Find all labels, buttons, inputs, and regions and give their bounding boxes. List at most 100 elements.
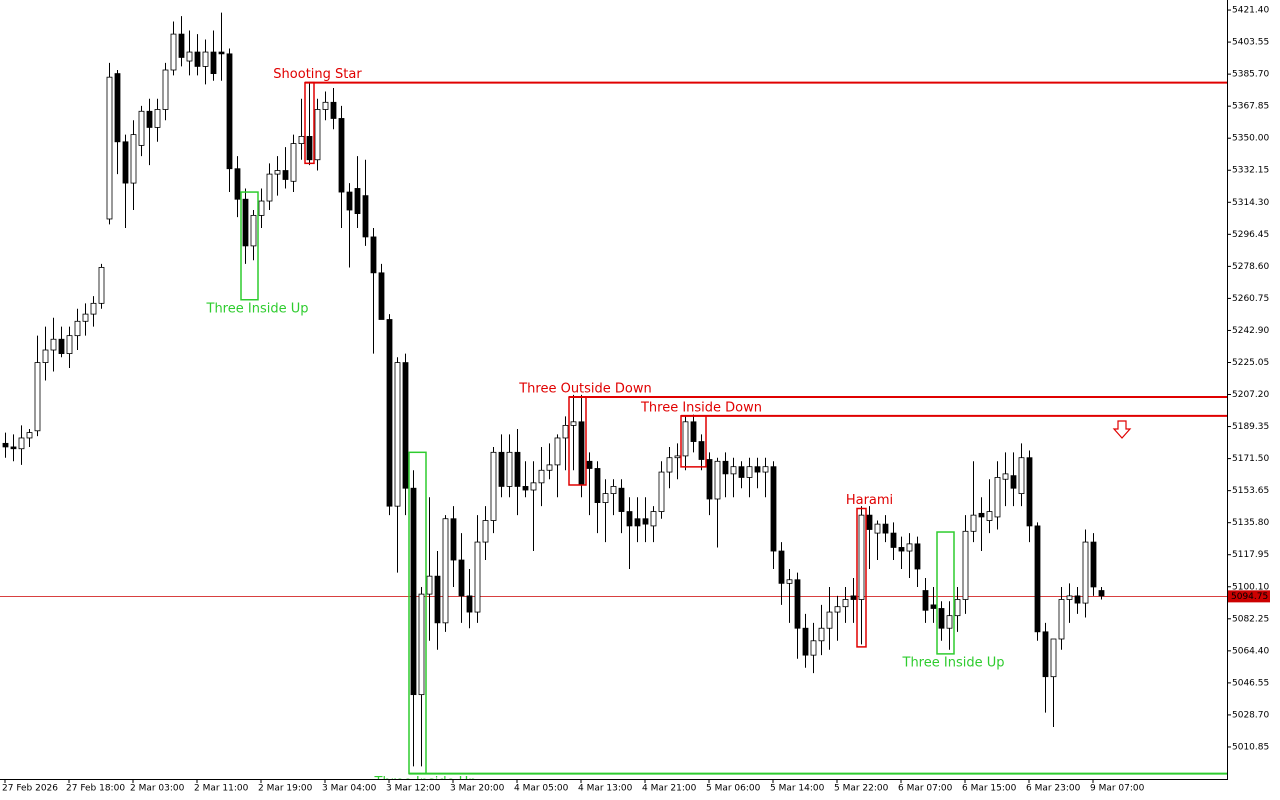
candle-body — [658, 471, 665, 512]
candle-body — [1098, 590, 1105, 597]
candle-body — [482, 520, 489, 543]
candle-body — [562, 424, 569, 439]
candle-body — [610, 486, 617, 495]
candle-body — [786, 579, 793, 584]
candle-body — [498, 451, 505, 487]
candle-body — [346, 191, 353, 211]
candle-body — [122, 141, 129, 184]
candle-body — [1026, 457, 1033, 527]
candle-body — [178, 33, 185, 58]
candle-body — [26, 432, 33, 439]
candle-body — [954, 599, 961, 617]
x-tick-label: 5 Mar 22:00 — [834, 784, 889, 794]
candle-body — [258, 200, 265, 216]
pattern-label: Shooting Star — [273, 67, 362, 82]
candle-body — [922, 590, 929, 611]
candle-body — [1010, 475, 1017, 489]
y-tick-label: 5135.80 — [1232, 518, 1269, 528]
pattern-label: Harami — [846, 493, 893, 508]
candle-body — [986, 511, 993, 521]
y-tick-label: 5296.45 — [1232, 230, 1269, 240]
candle-body — [50, 338, 57, 351]
y-tick-label: 5367.85 — [1232, 102, 1269, 112]
y-tick-label: 5403.55 — [1232, 38, 1269, 48]
candle-body — [162, 69, 169, 110]
candle-body — [394, 362, 401, 507]
candle-body — [594, 468, 601, 503]
x-tick-label: 3 Mar 20:00 — [450, 784, 505, 794]
x-tick-label: 6 Mar 15:00 — [962, 784, 1017, 794]
candle-body — [698, 441, 705, 460]
candle-body — [410, 487, 417, 696]
y-tick-label: 5082.25 — [1232, 614, 1269, 624]
candle-body — [338, 118, 345, 193]
candle-body — [522, 486, 529, 491]
x-tick-label: 5 Mar 14:00 — [770, 784, 825, 794]
candle-body — [2, 442, 9, 448]
candle-body — [234, 168, 241, 200]
candle-body — [602, 493, 609, 503]
y-tick-label: 5421.40 — [1232, 6, 1269, 16]
y-tick-label: 5385.70 — [1232, 70, 1269, 80]
candle-body — [874, 523, 881, 534]
y-tick-label: 5332.15 — [1232, 166, 1269, 176]
candle-body — [882, 523, 889, 534]
candle-body — [202, 51, 209, 67]
y-tick-label: 5242.90 — [1232, 326, 1269, 336]
candle-body — [730, 466, 737, 475]
candle-body — [1066, 595, 1073, 600]
candle-body — [66, 335, 73, 355]
candle-body — [298, 136, 305, 144]
candle-body — [170, 33, 177, 71]
candle-body — [898, 547, 905, 552]
candle-body — [42, 349, 49, 363]
candle-body — [282, 170, 289, 180]
x-tick-label: 6 Mar 07:00 — [898, 784, 953, 794]
candle-body — [514, 451, 521, 487]
candle-body — [402, 362, 409, 489]
candle-body — [754, 466, 761, 473]
candle-body — [426, 575, 433, 595]
y-tick-label: 5207.20 — [1232, 390, 1269, 400]
candle-body — [914, 543, 921, 570]
x-tick-label: 27 Feb 2026 — [2, 784, 58, 794]
candle-body — [834, 606, 841, 613]
candle-body — [1018, 457, 1025, 495]
candle-body — [570, 421, 577, 426]
candle-body — [810, 640, 817, 656]
candle-body — [690, 421, 697, 442]
candle-body — [210, 51, 217, 74]
candle-body — [106, 76, 113, 220]
candle-body — [778, 550, 785, 584]
candle-body — [866, 514, 873, 530]
x-tick-label: 27 Feb 18:00 — [66, 784, 125, 794]
candle-body — [490, 451, 497, 521]
current-price-label: 5094.75 — [1231, 592, 1268, 602]
candle-body — [10, 446, 17, 450]
candle-body — [714, 460, 721, 500]
candle-body — [738, 466, 745, 478]
candle-body — [1058, 599, 1065, 640]
candle-body — [226, 53, 233, 170]
candle-body — [1050, 638, 1057, 678]
candle-body — [330, 101, 337, 119]
candle-body — [978, 512, 985, 518]
candle-body — [378, 272, 385, 320]
pattern-box — [240, 191, 259, 301]
candle-body — [994, 477, 1001, 518]
candle-body — [274, 170, 281, 175]
y-tick-label: 5314.30 — [1232, 198, 1269, 208]
candle-body — [466, 595, 473, 613]
candle-body — [194, 51, 201, 67]
y-tick-label: 5153.65 — [1232, 486, 1269, 496]
y-tick-label: 5064.40 — [1232, 646, 1269, 656]
x-tick-label: 4 Mar 05:00 — [514, 784, 569, 794]
candle-body — [450, 518, 457, 561]
pattern-box — [856, 507, 867, 648]
candle-body — [242, 198, 249, 247]
y-tick-label: 5028.70 — [1232, 710, 1269, 720]
candle-body — [906, 543, 913, 552]
pattern-label: Three Inside Up — [902, 655, 1005, 670]
candle-body — [818, 627, 825, 642]
